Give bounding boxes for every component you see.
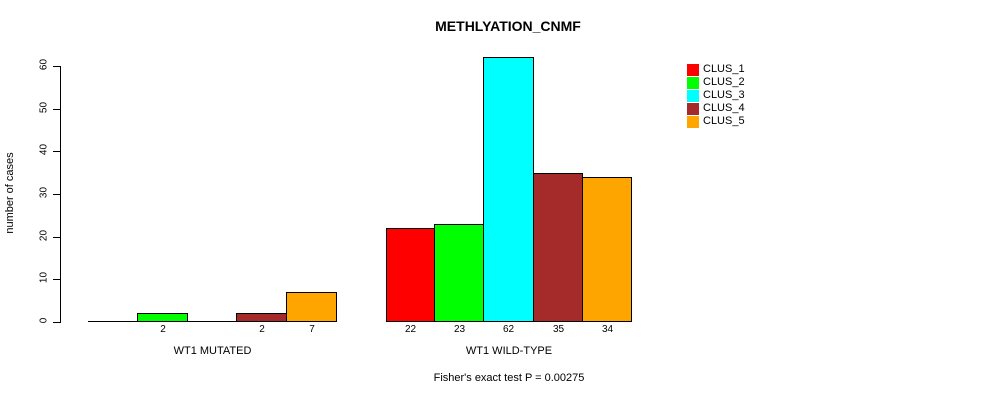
legend-item-CLUS_2: CLUS_2 xyxy=(687,76,745,89)
bar-CLUS_3 xyxy=(187,321,237,322)
y-tick-label: 30 xyxy=(38,186,50,199)
x-group-label: WT1 WILD-TYPE xyxy=(465,345,553,357)
bar-CLUS_1 xyxy=(386,228,435,322)
bar-CLUS_4 xyxy=(533,173,583,322)
y-tick-label: 0 xyxy=(38,317,50,324)
y-tick xyxy=(53,194,60,195)
bar-value-label: 7 xyxy=(309,324,315,335)
bar-CLUS_5 xyxy=(286,292,337,322)
legend-item-CLUS_4: CLUS_4 xyxy=(687,102,745,115)
y-tick-label: 60 xyxy=(38,58,50,71)
legend-swatch-icon-CLUS_5 xyxy=(687,115,699,128)
y-tick xyxy=(53,237,60,238)
fisher-test-annotation: Fisher's exact test P = 0.00275 xyxy=(433,372,585,384)
bar-value-label: 22 xyxy=(404,324,417,335)
bar-value-label: 35 xyxy=(552,324,565,335)
legend-label: CLUS_5 xyxy=(703,115,745,127)
x-group-label: WT1 MUTATED xyxy=(173,345,252,357)
legend-label: CLUS_2 xyxy=(703,76,745,88)
legend-item-CLUS_1: CLUS_1 xyxy=(687,63,745,76)
legend-item-CLUS_5: CLUS_5 xyxy=(687,115,745,128)
y-axis-label: number of cases xyxy=(4,152,16,234)
bar-CLUS_2 xyxy=(137,313,188,322)
y-tick-label: 20 xyxy=(38,229,50,242)
legend-swatch-icon-CLUS_3 xyxy=(687,89,699,102)
legend-swatch-icon-CLUS_4 xyxy=(687,102,699,115)
y-tick xyxy=(53,279,60,280)
bar-value-label: 2 xyxy=(160,324,166,335)
y-tick xyxy=(53,151,60,152)
y-tick-label: 40 xyxy=(38,143,50,156)
legend-label: CLUS_1 xyxy=(703,63,745,75)
bar-value-label: 34 xyxy=(601,324,614,335)
y-tick xyxy=(53,109,60,110)
legend-item-CLUS_3: CLUS_3 xyxy=(687,89,745,102)
legend-label: CLUS_3 xyxy=(703,89,745,101)
y-tick-label: 50 xyxy=(38,101,50,114)
bar-CLUS_5 xyxy=(582,177,632,322)
y-tick-label: 10 xyxy=(38,271,50,284)
bar-value-label: 2 xyxy=(259,324,265,335)
legend: CLUS_1 CLUS_2 CLUS_3 CLUS_4 CLUS_5 xyxy=(687,63,745,128)
bar-CLUS_3 xyxy=(483,57,534,322)
bar-CLUS_2 xyxy=(434,224,484,322)
bar-CLUS_4 xyxy=(236,313,287,322)
legend-swatch-icon-CLUS_1 xyxy=(687,63,699,76)
y-axis-line xyxy=(60,66,61,323)
chart-title: METHLYATION_CNMF xyxy=(435,18,581,34)
legend-swatch-icon-CLUS_2 xyxy=(687,76,699,89)
legend-label: CLUS_4 xyxy=(703,102,745,114)
y-tick xyxy=(53,66,60,67)
bar-CLUS_1 xyxy=(88,321,138,322)
bar-value-label: 62 xyxy=(502,324,515,335)
bar-value-label: 23 xyxy=(453,324,466,335)
y-tick xyxy=(53,322,60,323)
